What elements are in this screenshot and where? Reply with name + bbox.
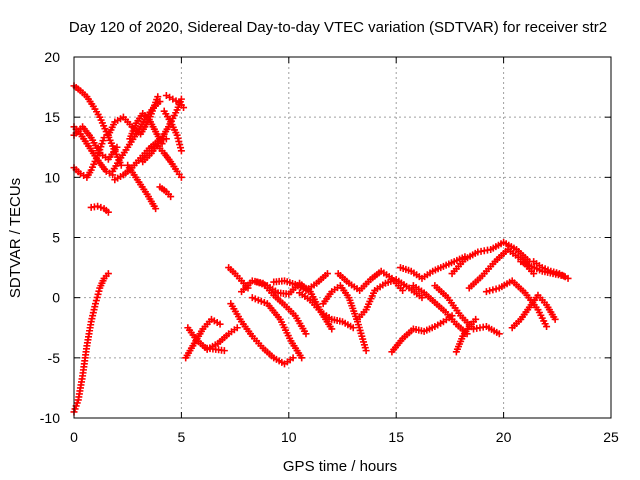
data-points xyxy=(70,82,572,416)
y-tick-label: 5 xyxy=(52,230,60,246)
x-tick-label: 20 xyxy=(496,429,512,445)
data-point xyxy=(180,104,188,112)
y-tick-label: 20 xyxy=(44,49,60,65)
data-point xyxy=(323,270,331,278)
data-point xyxy=(154,93,162,101)
series-track-t7 xyxy=(124,161,160,213)
data-point xyxy=(486,287,494,295)
x-tick-label: 0 xyxy=(70,429,78,445)
data-point xyxy=(489,286,497,294)
data-point xyxy=(399,286,407,294)
data-point xyxy=(530,270,538,278)
y-axis-label: SDTVAR / TECUs xyxy=(7,178,24,298)
series-track-t23 xyxy=(248,294,306,362)
data-point xyxy=(482,288,490,296)
series-track-t19 xyxy=(203,344,228,355)
series-track-t12 xyxy=(154,142,185,181)
y-tick-label: -10 xyxy=(40,410,60,426)
y-tick-label: -5 xyxy=(48,350,61,366)
x-axis-label: GPS time / hours xyxy=(283,458,397,475)
data-point xyxy=(104,270,112,278)
series-track-t34 xyxy=(452,315,480,356)
series-track-t35 xyxy=(448,238,533,278)
series-track-t21 xyxy=(227,300,297,368)
data-point xyxy=(349,324,357,332)
series-track-t28 xyxy=(334,267,407,294)
x-tick-label: 15 xyxy=(388,429,404,445)
data-point xyxy=(551,315,559,323)
data-point xyxy=(298,354,306,362)
data-point xyxy=(289,354,297,362)
data-point xyxy=(152,205,160,213)
data-point xyxy=(156,98,164,106)
y-tick-label: 10 xyxy=(44,169,60,185)
data-point xyxy=(94,202,102,210)
data-point xyxy=(302,330,310,338)
series-track-t33 xyxy=(431,282,503,338)
series-track-t20 xyxy=(225,264,252,292)
data-point xyxy=(495,330,503,338)
series-track-t30 xyxy=(388,312,456,356)
data-point xyxy=(104,208,112,216)
series-track-t31 xyxy=(396,253,469,282)
series-track-t27 xyxy=(319,282,370,355)
data-point xyxy=(564,274,572,282)
series-track-t4 xyxy=(70,123,121,163)
data-point xyxy=(328,325,336,333)
x-tick-label: 10 xyxy=(281,429,297,445)
data-point xyxy=(233,324,241,332)
data-point xyxy=(97,203,105,211)
series-track-t15 xyxy=(87,202,112,216)
data-point xyxy=(100,134,108,142)
data-point xyxy=(220,347,228,355)
series-track-t11 xyxy=(160,107,185,155)
data-point xyxy=(560,272,568,280)
data-point xyxy=(492,285,500,293)
series-track-t10 xyxy=(162,92,188,112)
data-point xyxy=(177,173,185,181)
y-tick-label: 0 xyxy=(52,290,60,306)
data-point xyxy=(113,143,121,151)
series-track-t13 xyxy=(126,110,166,148)
grid xyxy=(74,57,611,418)
data-point xyxy=(177,95,185,103)
series-track-t25 xyxy=(270,270,331,294)
axis-ticks: 0 5 10 15 20 25 -10 -5 0 5 10 15 20 xyxy=(40,49,619,445)
series-track-t38 xyxy=(508,291,559,332)
series-track-t14 xyxy=(156,183,175,201)
series-track-t17 xyxy=(182,315,224,362)
series-track-t29 xyxy=(354,276,426,323)
data-point xyxy=(177,147,185,155)
series-track-t26 xyxy=(296,289,357,332)
x-tick-label: 5 xyxy=(178,429,186,445)
data-point xyxy=(158,140,166,148)
data-point xyxy=(418,294,426,302)
data-point xyxy=(543,323,551,331)
data-point xyxy=(472,315,480,323)
y-tick-label: 15 xyxy=(44,109,60,125)
data-point xyxy=(362,347,370,355)
series-track-t40 xyxy=(530,258,572,282)
x-tick-label: 25 xyxy=(603,429,619,445)
data-point xyxy=(167,193,175,201)
chart-title: Day 120 of 2020, Sidereal Day-to-day VTE… xyxy=(69,19,607,36)
data-point xyxy=(216,320,224,328)
